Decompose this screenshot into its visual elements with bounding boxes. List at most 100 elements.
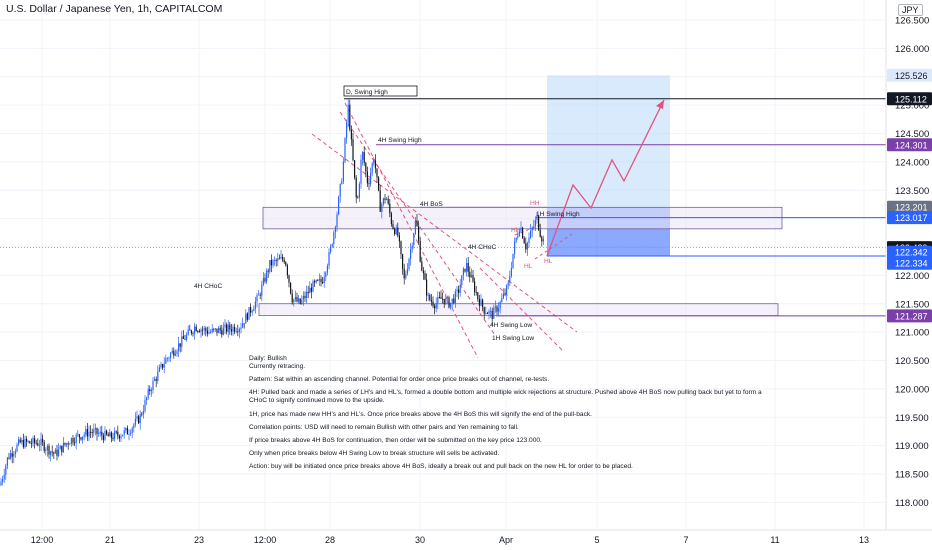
candle (206, 326, 208, 337)
candle (522, 226, 524, 239)
candle (333, 230, 335, 249)
candle (104, 426, 106, 441)
candle (13, 450, 15, 464)
candle (163, 356, 165, 374)
price-label: 122.334 (887, 256, 932, 270)
candle (130, 429, 132, 436)
candle (120, 433, 122, 442)
candle (438, 291, 440, 299)
candle (27, 440, 29, 444)
candle (98, 428, 100, 437)
candle (222, 322, 224, 336)
candle (77, 430, 79, 437)
candle (274, 256, 276, 266)
candle (530, 223, 532, 240)
candle (539, 223, 541, 238)
chart-title: U.S. Dollar / Japanese Yen, 1h, CAPITALC… (6, 3, 223, 15)
candle (46, 444, 48, 457)
candle (374, 154, 376, 174)
candle (202, 326, 204, 336)
candle (406, 263, 408, 276)
candle (326, 263, 328, 276)
candle (502, 288, 504, 300)
candle (296, 292, 298, 303)
candle (186, 332, 188, 342)
candle (269, 259, 271, 274)
candle (205, 326, 207, 337)
candle (446, 295, 448, 305)
candle (118, 434, 120, 442)
candle (78, 433, 80, 444)
candle (203, 325, 205, 335)
currency-badge[interactable]: JPY (898, 4, 923, 16)
candle (226, 322, 228, 335)
candle (493, 304, 495, 319)
candle (323, 271, 325, 288)
note-4h: 4H: Pulled back and made a series of LH'… (249, 389, 762, 405)
annotation-4h-swing-low: 4H Swing Low (490, 322, 532, 329)
candle (467, 256, 469, 277)
candle (253, 305, 255, 312)
candle (235, 327, 237, 334)
candle (234, 323, 236, 335)
annotation-1h-swing-low: 1H Swing Low (492, 335, 534, 342)
candle (440, 290, 442, 299)
candle (422, 267, 424, 280)
candle (464, 268, 466, 273)
candle (141, 411, 143, 417)
target-zone (547, 75, 670, 208)
horizontal-levels (0, 98, 886, 317)
candle (322, 276, 324, 285)
candle (538, 215, 540, 232)
candle (515, 237, 517, 244)
candle (75, 432, 77, 450)
annotation-1h-swing-high: 1H Swing High (536, 211, 580, 218)
candle (314, 279, 316, 287)
candle (67, 441, 69, 450)
candle (512, 253, 514, 270)
candle (264, 273, 266, 284)
candle (250, 303, 252, 317)
candle (59, 444, 61, 450)
candle (290, 282, 292, 295)
candle (227, 319, 229, 338)
candle (195, 324, 197, 332)
y-tick-label: 122.000 (895, 271, 929, 282)
candle (240, 322, 242, 334)
candle (301, 295, 303, 305)
candle (355, 175, 357, 204)
candle (197, 330, 199, 334)
candle (218, 326, 220, 334)
time-axis[interactable]: 12:00 21 23 12:00 28 30 Apr 5 7 11 13 (31, 535, 869, 545)
price-label-text: 122.334 (895, 259, 928, 269)
candle (339, 183, 341, 203)
candles (0, 99, 544, 487)
candle (434, 304, 436, 315)
candle (10, 449, 12, 460)
y-tick-label: 121.000 (895, 328, 929, 339)
y-tick-label: 120.000 (895, 384, 929, 395)
candle (242, 317, 244, 329)
candle (56, 444, 58, 461)
candle (499, 300, 501, 314)
candle (285, 261, 287, 267)
candle (219, 325, 221, 334)
candle (3, 468, 5, 483)
candle (510, 261, 512, 278)
candle (437, 291, 439, 310)
candle (138, 414, 140, 425)
candle (334, 225, 336, 239)
candle (488, 309, 490, 320)
candle (466, 257, 468, 277)
candle (43, 440, 45, 454)
note-daily: Daily: Bullish Currently retracing. (249, 355, 306, 370)
candle (368, 177, 370, 191)
candle (110, 431, 112, 443)
candle (462, 267, 464, 281)
candle (174, 349, 176, 357)
candle (302, 291, 304, 306)
candle (480, 294, 482, 307)
candle (230, 323, 232, 336)
candle (139, 410, 141, 430)
